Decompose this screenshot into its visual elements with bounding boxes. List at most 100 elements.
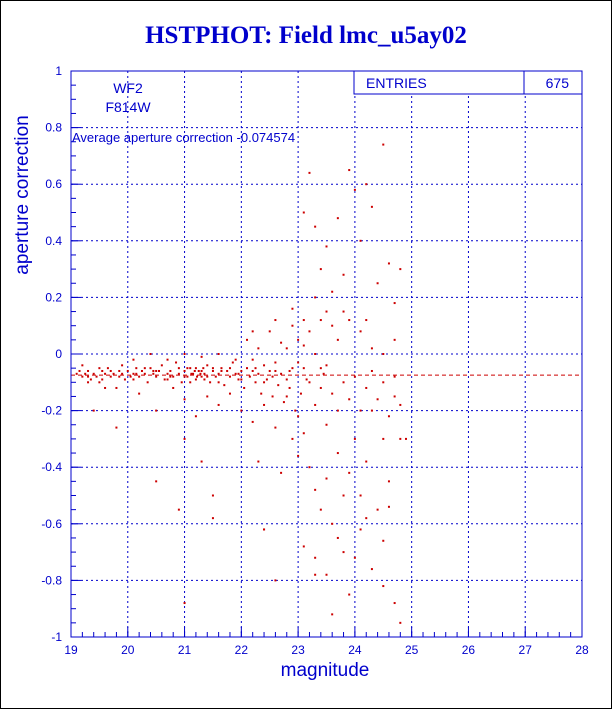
data-point <box>308 466 311 469</box>
data-point <box>189 367 192 370</box>
data-point <box>314 556 317 559</box>
data-point <box>263 403 266 406</box>
data-point <box>365 386 368 389</box>
data-point <box>163 378 166 381</box>
y-tick-label: 0 <box>55 347 62 361</box>
data-point <box>382 585 385 588</box>
data-point <box>152 369 155 372</box>
data-point <box>302 319 305 322</box>
data-point <box>101 369 104 372</box>
data-point <box>175 361 178 364</box>
data-point <box>183 398 186 401</box>
data-point <box>217 381 220 384</box>
data-point <box>387 480 390 483</box>
data-point <box>166 378 169 381</box>
grid-layer <box>71 71 582 637</box>
data-point <box>299 392 302 395</box>
data-point <box>331 613 334 616</box>
data-point <box>126 369 129 372</box>
data-point <box>149 367 152 370</box>
data-point <box>155 375 158 378</box>
data-point <box>169 375 172 378</box>
data-point <box>399 268 402 271</box>
data-point <box>193 369 196 372</box>
data-point <box>370 369 373 372</box>
data-point <box>240 409 243 412</box>
data-point <box>314 225 317 228</box>
data-point <box>280 372 283 375</box>
data-point <box>199 372 202 375</box>
data-point <box>121 364 124 367</box>
data-point <box>365 517 368 520</box>
data-point <box>282 401 285 404</box>
data-point <box>98 367 101 370</box>
data-point <box>220 367 223 370</box>
data-point <box>291 307 294 310</box>
data-point <box>183 437 186 440</box>
data-point <box>277 384 280 387</box>
data-point <box>319 367 322 370</box>
data-point <box>183 353 186 355</box>
data-point <box>149 353 152 355</box>
camera-label: WF2 <box>113 80 143 96</box>
x-tick-label: 26 <box>462 643 476 657</box>
data-point <box>319 319 322 322</box>
data-point <box>274 426 277 429</box>
data-point <box>189 381 192 384</box>
data-point <box>180 381 183 384</box>
data-point <box>166 372 169 375</box>
data-point <box>336 409 339 412</box>
data-point <box>302 545 305 548</box>
data-point <box>359 330 362 333</box>
data-point <box>104 372 107 375</box>
data-point <box>196 375 199 378</box>
data-point <box>353 188 356 191</box>
data-point <box>132 358 135 361</box>
data-point <box>325 423 328 426</box>
data-point <box>228 367 231 370</box>
average-aperture-label: Average aperture correction -0.074574 <box>72 130 295 145</box>
x-tick-label: 25 <box>405 643 419 657</box>
y-tick-label: -0.2 <box>41 404 62 418</box>
data-point <box>155 369 158 372</box>
data-point <box>115 386 118 389</box>
data-point <box>132 372 135 375</box>
data-point <box>192 372 195 375</box>
data-point <box>331 324 334 327</box>
data-point <box>202 367 205 370</box>
data-point <box>348 471 351 474</box>
data-point <box>314 296 317 299</box>
data-point <box>370 347 373 350</box>
data-point <box>382 353 385 355</box>
x-tick-label: 21 <box>178 643 192 657</box>
x-tick-label: 28 <box>575 643 589 657</box>
data-point <box>336 452 339 455</box>
data-point <box>268 369 271 372</box>
data-point <box>263 528 266 531</box>
data-point <box>228 392 231 395</box>
data-point <box>274 579 277 582</box>
data-point <box>81 364 84 367</box>
data-point <box>285 378 288 381</box>
data-point <box>121 372 124 375</box>
data-point <box>220 369 223 372</box>
data-point <box>118 375 121 378</box>
data-point <box>348 319 351 322</box>
data-point <box>200 375 203 378</box>
data-point <box>393 338 396 341</box>
data-point <box>376 282 379 285</box>
data-point <box>98 381 101 384</box>
data-point <box>138 375 141 378</box>
data-point <box>254 367 257 370</box>
data-point <box>285 395 288 398</box>
data-point <box>104 386 107 389</box>
data-point <box>297 454 300 457</box>
data-point <box>209 381 212 384</box>
data-point <box>177 508 180 511</box>
x-tick-label: 19 <box>64 643 78 657</box>
filter-label: F814W <box>105 99 151 115</box>
data-point <box>109 375 112 378</box>
data-point <box>246 367 249 370</box>
data-point <box>399 437 402 440</box>
data-point <box>190 372 193 375</box>
